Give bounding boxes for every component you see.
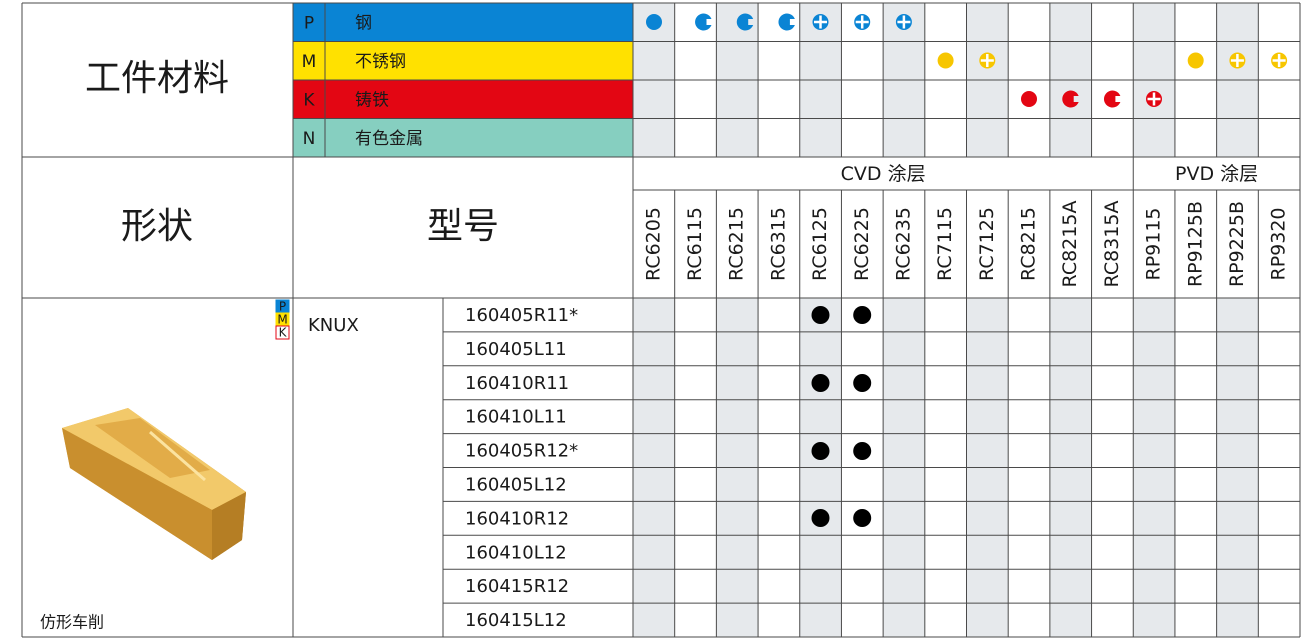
model-code: 160405L11	[465, 339, 567, 360]
grade-name: RP9225B	[1226, 201, 1248, 287]
model-code: 160410R11	[465, 373, 569, 394]
recommend-dots	[811, 306, 872, 527]
texts: 工件材料 形状 型号 仿形车削 KNUX P 钢 M 不锈钢 K 铸铁 N 有色金属 RC620…	[40, 13, 1290, 631]
model-code: 160405R11*	[465, 305, 578, 326]
badge-label: K	[279, 326, 288, 340]
grade-name: RC6225	[851, 207, 873, 281]
material-code: P	[304, 13, 314, 33]
material-name: 不锈钢	[355, 52, 406, 72]
grade-name: RP9320	[1268, 207, 1290, 280]
grade-name: RC6315	[767, 207, 789, 281]
grade-name: RC6205	[642, 207, 664, 281]
model-code: 160405L12	[465, 474, 567, 495]
materials-title: 工件材料	[85, 58, 229, 99]
material-band	[293, 118, 633, 157]
grade-name: RC7115	[934, 207, 956, 281]
model-code: 160410R12	[465, 508, 569, 529]
grade-name: RP9125B	[1184, 201, 1206, 287]
coating-name: PVD 涂层	[1175, 163, 1258, 185]
grade-name: RC8215	[1018, 207, 1040, 281]
model-code: 160415L12	[465, 610, 567, 631]
shape-caption: 仿形车削	[40, 613, 104, 632]
grade-name: RC6115	[684, 207, 706, 281]
model-code: 160405R12*	[465, 441, 578, 462]
badge-box	[275, 325, 290, 340]
badge-label: M	[277, 313, 287, 327]
coating-name: CVD 涂层	[841, 163, 926, 185]
grade-name: RC6235	[892, 207, 914, 281]
grid	[21, 2, 1301, 638]
material-band	[293, 3, 633, 42]
material-band	[293, 80, 633, 119]
material-name: 钢	[355, 13, 372, 33]
material-band	[293, 41, 633, 80]
grade-name: RC7125	[976, 207, 998, 281]
grade-name: RC6125	[809, 207, 831, 281]
m-symbols	[937, 52, 1288, 69]
model-code: 160410L11	[465, 407, 567, 428]
model-family: KNUX	[308, 315, 359, 336]
p-symbols	[646, 13, 912, 31]
model-code: 160415R12	[465, 576, 569, 597]
material-code: M	[302, 52, 317, 72]
model-title: 型号	[427, 206, 499, 247]
grade-name: RC8315A	[1101, 201, 1123, 288]
material-name: 有色金属	[355, 129, 423, 149]
symbols	[62, 13, 1288, 560]
grade-name: RC8215A	[1059, 201, 1081, 288]
badge-label: P	[279, 300, 286, 314]
shape-title: 形状	[121, 206, 193, 247]
grade-name: RP9115	[1143, 207, 1165, 280]
grade-name: RC6215	[726, 207, 748, 281]
material-code: N	[303, 129, 316, 149]
material-name: 铸铁	[355, 90, 389, 110]
material-code: K	[303, 90, 315, 110]
insert-image	[62, 408, 246, 560]
model-code: 160410L12	[465, 542, 567, 563]
k-symbols	[1021, 90, 1162, 108]
